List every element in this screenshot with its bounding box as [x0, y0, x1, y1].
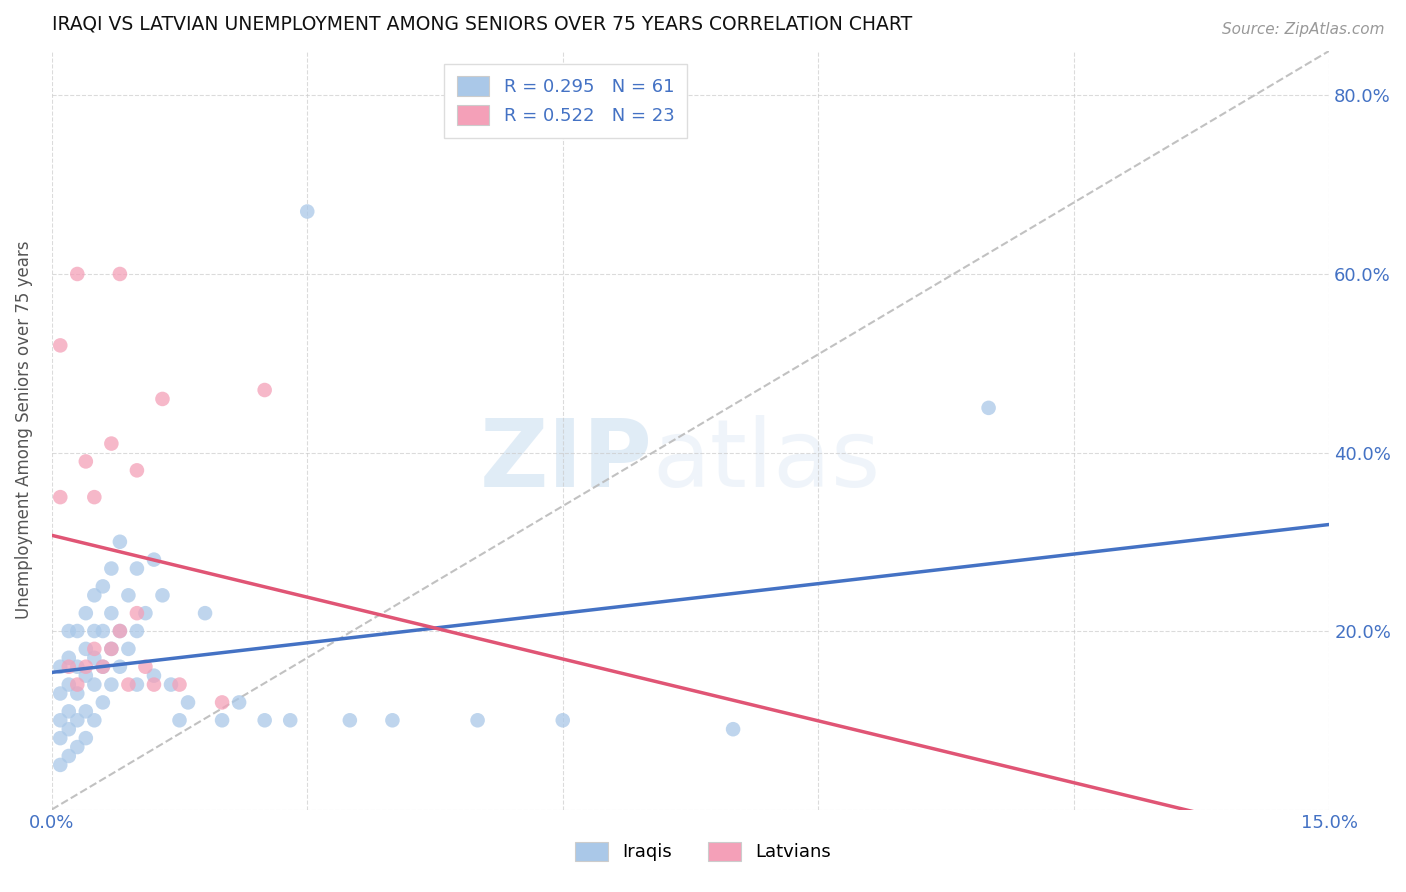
Point	[100, 436, 122, 450]
Point	[58, 659, 80, 673]
Point	[152, 392, 174, 406]
Point	[49, 659, 72, 673]
Point	[58, 624, 80, 638]
Point	[49, 490, 72, 504]
Point	[91, 659, 114, 673]
Point	[83, 641, 105, 656]
Point	[49, 731, 72, 746]
Point	[66, 686, 89, 700]
Point	[49, 758, 72, 772]
Text: atlas: atlas	[652, 415, 880, 507]
Point	[169, 677, 191, 691]
Point	[66, 740, 89, 755]
Point	[125, 561, 148, 575]
Point	[339, 713, 361, 727]
Point	[134, 659, 156, 673]
Point	[108, 534, 131, 549]
Point	[142, 677, 165, 691]
Point	[83, 650, 105, 665]
Point	[49, 713, 72, 727]
Point	[160, 677, 183, 691]
Point	[211, 695, 233, 709]
Point	[211, 713, 233, 727]
Point	[253, 383, 276, 397]
Point	[142, 552, 165, 566]
Point	[100, 561, 122, 575]
Point	[253, 713, 276, 727]
Point	[58, 749, 80, 764]
Point	[83, 713, 105, 727]
Point	[75, 641, 97, 656]
Point	[100, 641, 122, 656]
Point	[125, 677, 148, 691]
Point	[125, 606, 148, 620]
Point	[49, 686, 72, 700]
Point	[134, 606, 156, 620]
Point	[108, 659, 131, 673]
Point	[91, 659, 114, 673]
Point	[152, 588, 174, 602]
Point	[194, 606, 217, 620]
Point	[83, 490, 105, 504]
Point	[66, 624, 89, 638]
Point	[91, 695, 114, 709]
Point	[66, 267, 89, 281]
Point	[58, 677, 80, 691]
Point	[83, 677, 105, 691]
Point	[91, 579, 114, 593]
Point	[100, 641, 122, 656]
Point	[66, 713, 89, 727]
Point	[278, 713, 301, 727]
Point	[177, 695, 200, 709]
Point	[108, 624, 131, 638]
Point	[108, 624, 131, 638]
Text: IRAQI VS LATVIAN UNEMPLOYMENT AMONG SENIORS OVER 75 YEARS CORRELATION CHART: IRAQI VS LATVIAN UNEMPLOYMENT AMONG SENI…	[52, 15, 912, 34]
Point	[169, 713, 191, 727]
Point	[75, 454, 97, 468]
Point	[75, 668, 97, 682]
Point	[117, 677, 139, 691]
Legend: Iraqis, Latvians: Iraqis, Latvians	[562, 829, 844, 874]
Text: Source: ZipAtlas.com: Source: ZipAtlas.com	[1222, 22, 1385, 37]
Point	[142, 668, 165, 682]
Point	[91, 624, 114, 638]
Point	[49, 338, 72, 352]
Point	[75, 659, 97, 673]
Point	[100, 677, 122, 691]
Point	[125, 624, 148, 638]
Point	[75, 606, 97, 620]
Point	[381, 713, 404, 727]
Point	[551, 713, 574, 727]
Point	[66, 659, 89, 673]
Point	[977, 401, 1000, 415]
Point	[83, 624, 105, 638]
Legend: R = 0.295   N = 61, R = 0.522   N = 23: R = 0.295 N = 61, R = 0.522 N = 23	[444, 63, 688, 137]
Text: ZIP: ZIP	[479, 415, 652, 507]
Point	[75, 704, 97, 718]
Y-axis label: Unemployment Among Seniors over 75 years: Unemployment Among Seniors over 75 years	[15, 241, 32, 619]
Point	[75, 731, 97, 746]
Point	[117, 641, 139, 656]
Point	[228, 695, 250, 709]
Point	[467, 713, 489, 727]
Point	[117, 588, 139, 602]
Point	[125, 463, 148, 477]
Point	[58, 722, 80, 736]
Point	[721, 722, 744, 736]
Point	[66, 677, 89, 691]
Point	[100, 606, 122, 620]
Point	[108, 267, 131, 281]
Point	[58, 650, 80, 665]
Point	[58, 704, 80, 718]
Point	[83, 588, 105, 602]
Point	[297, 204, 319, 219]
